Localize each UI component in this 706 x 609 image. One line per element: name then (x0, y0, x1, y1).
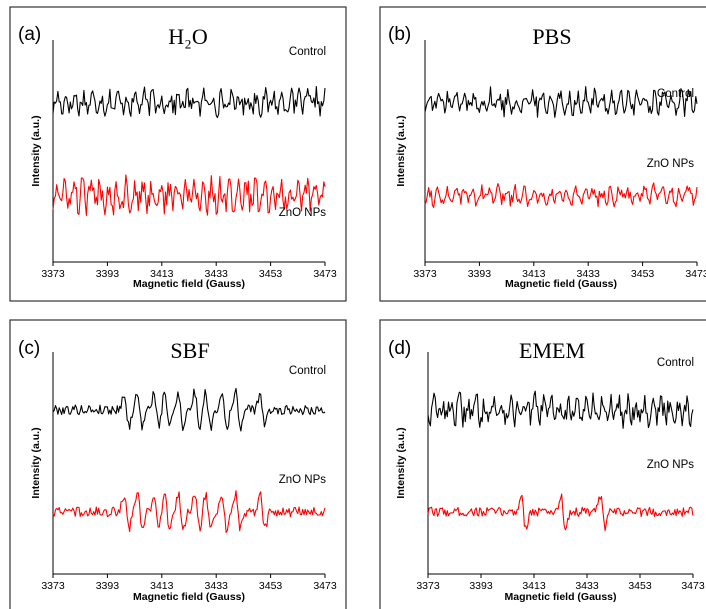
panel-a-series-control (52, 86, 326, 119)
panel-a: (a) H₂O 3373 3393 3413 3433 3453 3473 Magnetic… (9, 6, 347, 302)
panel-a-x-tick-label: 3453 (259, 268, 283, 280)
panel-d-legend-zno-nps: ZnO NPs (647, 459, 695, 471)
panel-a-x-axis-title: Magnetic field (Gauss) (133, 278, 245, 290)
panel-b-title: PBS (532, 24, 571, 49)
panel-a-x-tick-label: 3373 (41, 268, 65, 280)
panel-c-frame (9, 319, 347, 609)
panel-a-label: (a) (18, 24, 41, 45)
panel-d-x-tick-label: 3473 (681, 580, 705, 592)
panel-b: (b) PBS 3373 3393 3413 3433 3453 3473 Magnetic… (379, 6, 706, 302)
panel-b-legend-zno-nps: ZnO NPs (647, 158, 695, 170)
panel-b-x-tick-label: 3393 (468, 268, 492, 280)
panel-c-y-axis-title: Intensity (a.u.) (30, 427, 42, 498)
panel-a-legend-zno-nps: ZnO NPs (279, 207, 327, 219)
panel-c-x-tick-label: 3433 (205, 580, 229, 592)
panel-d-x-tick-label: 3433 (575, 580, 599, 592)
panel-c-series-zno-nps (52, 490, 326, 534)
panel-b-series-zno-nps (424, 182, 698, 208)
panel-d-y-axis-title: Intensity (a.u.) (395, 427, 407, 498)
panel-c-x-tick-label: 3453 (259, 580, 283, 592)
panel-b-label: (b) (388, 24, 411, 45)
panel-d-series-zno-nps (427, 493, 694, 532)
panel-a-x-tick-label: 3473 (313, 268, 337, 280)
panel-c-legend-zno-nps: ZnO NPs (279, 474, 327, 486)
panel-d-series-control (427, 390, 694, 429)
panel-b-x-tick-label: 3453 (631, 268, 655, 280)
panel-b-x-tick-label: 3373 (413, 268, 437, 280)
panel-b-x-tick-label: 3473 (685, 268, 706, 280)
panel-c-x-tick-label: 3373 (41, 580, 65, 592)
panel-c: (c) SBF 3373 3393 3413 3433 3453 3473 Magnetic… (9, 319, 347, 609)
panel-a-x-tick-label: 3413 (150, 268, 174, 280)
panel-c-label: (c) (18, 338, 40, 359)
panel-d-x-tick-label: 3393 (469, 580, 493, 592)
panel-a-title: H₂O (168, 24, 207, 49)
panel-d-x-tick-label: 3453 (628, 580, 652, 592)
panel-c-x-tick-label: 3413 (150, 580, 174, 592)
panel-b-x-tick-label: 3433 (577, 268, 601, 280)
panel-b-y-axis-title: Intensity (a.u.) (395, 115, 407, 186)
panel-d-title: EMEM (519, 338, 585, 363)
panel-a-legend-control: Control (289, 46, 326, 58)
panel-d-x-axis-title: Magnetic field (Gauss) (504, 591, 616, 603)
panel-b-x-axis-title: Magnetic field (Gauss) (505, 278, 617, 290)
panel-d-x-tick-label: 3373 (416, 580, 440, 592)
panel-b-frame (379, 6, 706, 302)
panel-a-x-tick-label: 3393 (96, 268, 120, 280)
panel-c-x-tick-label: 3393 (96, 580, 120, 592)
panel-b-legend-control: Control (657, 88, 694, 100)
panel-a-y-axis-title: Intensity (a.u.) (30, 115, 42, 186)
panel-c-x-tick-label: 3473 (313, 580, 337, 592)
panel-d: (d) EMEM 3373 3393 3413 3433 3453 3473 Magneti… (379, 319, 706, 609)
panel-a-x-tick-label: 3433 (205, 268, 229, 280)
panel-d-legend-control: Control (657, 357, 694, 369)
panel-d-label: (d) (388, 338, 411, 359)
panel-d-frame (379, 319, 706, 609)
panel-c-legend-control: Control (289, 365, 326, 377)
panel-b-series-control (424, 86, 698, 118)
panel-c-x-axis-title: Magnetic field (Gauss) (133, 591, 245, 603)
panel-c-series-control (52, 387, 326, 432)
panel-a-frame (9, 6, 347, 302)
panel-b-x-tick-label: 3413 (522, 268, 546, 280)
panel-d-x-tick-label: 3413 (522, 580, 546, 592)
panel-a-series-zno-nps (52, 174, 326, 217)
panel-c-title: SBF (170, 338, 209, 363)
